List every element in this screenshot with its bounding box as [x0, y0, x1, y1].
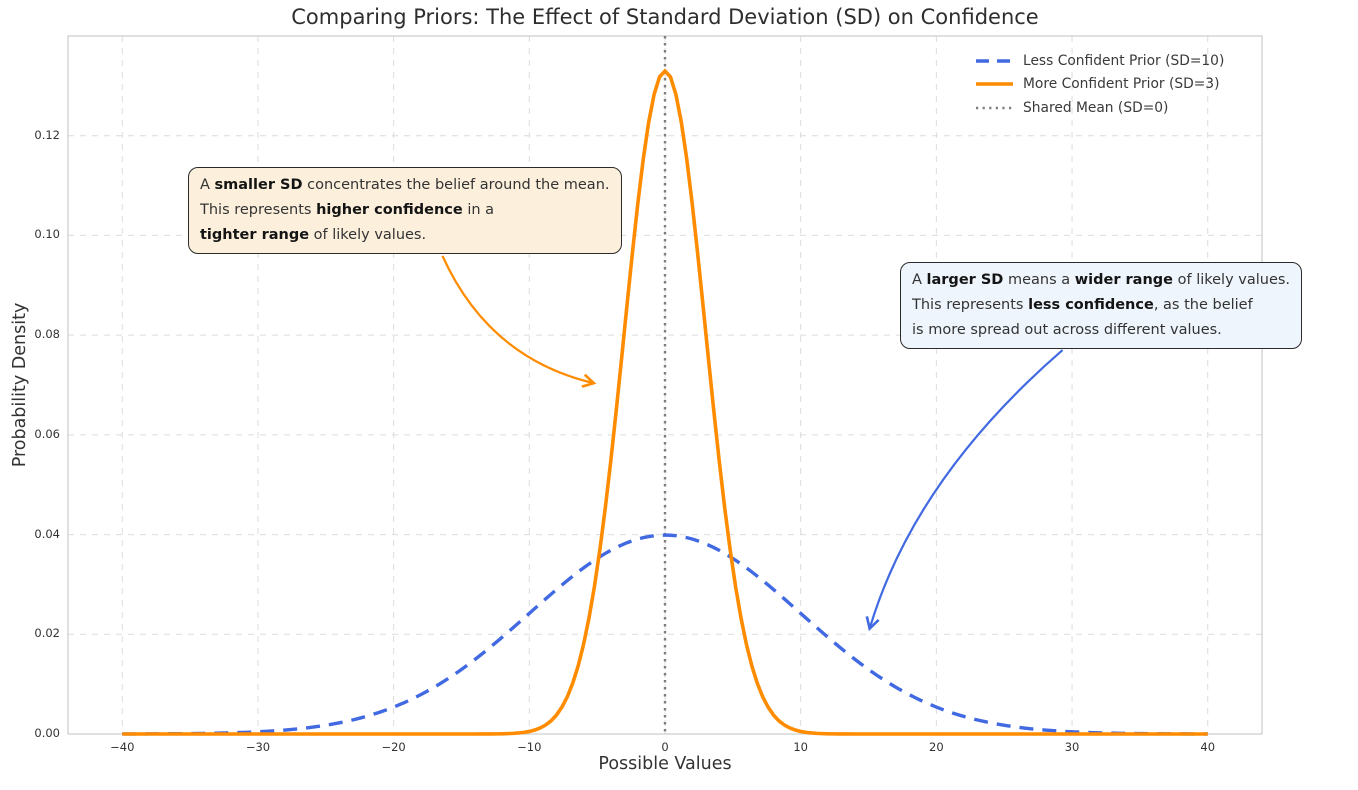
- x-tick-label: −20: [381, 740, 406, 754]
- legend-label: More Confident Prior (SD=3): [1023, 76, 1220, 93]
- legend-swatch-dotted-line: [976, 106, 1013, 110]
- annotation-smaller-sd: A smaller SD concentrates the belief aro…: [188, 167, 622, 255]
- annotation-line: A larger SD means a wider range of likel…: [912, 272, 1291, 288]
- y-tick-label: 0.00: [34, 726, 60, 740]
- legend-item: Less Confident Prior (SD=10): [976, 49, 1224, 73]
- y-tick-label: 0.12: [34, 127, 60, 142]
- curve-less-confident-prior-sd-10-: [122, 533, 1208, 736]
- legend: Less Confident Prior (SD=10) More Confide…: [976, 49, 1224, 120]
- legend-label: Shared Mean (SD=0): [1023, 99, 1169, 116]
- annotation-line: tighter range of likely values.: [200, 226, 427, 243]
- y-axis-label: Probability Density: [10, 302, 30, 468]
- annotation-arrow-smaller-sd: [441, 255, 597, 388]
- x-tick-label: 40: [1200, 740, 1216, 754]
- y-tick-label: 0.02: [34, 626, 60, 641]
- annotation-arrow-larger-sd: [865, 349, 1064, 632]
- legend-item: More Confident Prior (SD=3): [976, 73, 1224, 97]
- x-tick-label: 30: [1064, 740, 1080, 754]
- legend-swatch-solid-line: [976, 82, 1013, 87]
- y-tick-label: 0.10: [34, 227, 60, 242]
- x-tick-label: −40: [110, 740, 135, 754]
- x-tick-label: −10: [517, 740, 542, 754]
- legend-label: Less Confident Prior (SD=10): [1023, 52, 1225, 69]
- x-tick-label: 0: [661, 740, 669, 754]
- annotation-line: This represents less confidence, as the …: [912, 296, 1253, 313]
- legend-swatch-dashed-line: [976, 59, 1013, 63]
- chart-title: Comparing Priors: The Effect of Standard…: [291, 5, 1039, 29]
- legend-item: Shared Mean (SD=0): [976, 96, 1224, 120]
- x-tick-label: −30: [245, 740, 271, 754]
- annotation-line: A smaller SD concentrates the belief aro…: [200, 177, 610, 193]
- x-tick-label: 10: [793, 740, 808, 754]
- y-tick-label: 0.08: [34, 327, 60, 342]
- y-tick-label: 0.06: [34, 426, 60, 441]
- annotation-line: This represents higher confidence in a: [200, 201, 495, 218]
- annotation-line: is more spread out across different valu…: [912, 321, 1222, 338]
- curve-more-confident-prior-sd-3-: [122, 68, 1208, 736]
- x-axis-label: Possible Values: [598, 754, 732, 774]
- x-tick-label: 20: [929, 740, 944, 754]
- y-tick-label: 0.04: [34, 526, 60, 541]
- annotation-larger-sd: A larger SD means a wider range of likel…: [900, 262, 1303, 350]
